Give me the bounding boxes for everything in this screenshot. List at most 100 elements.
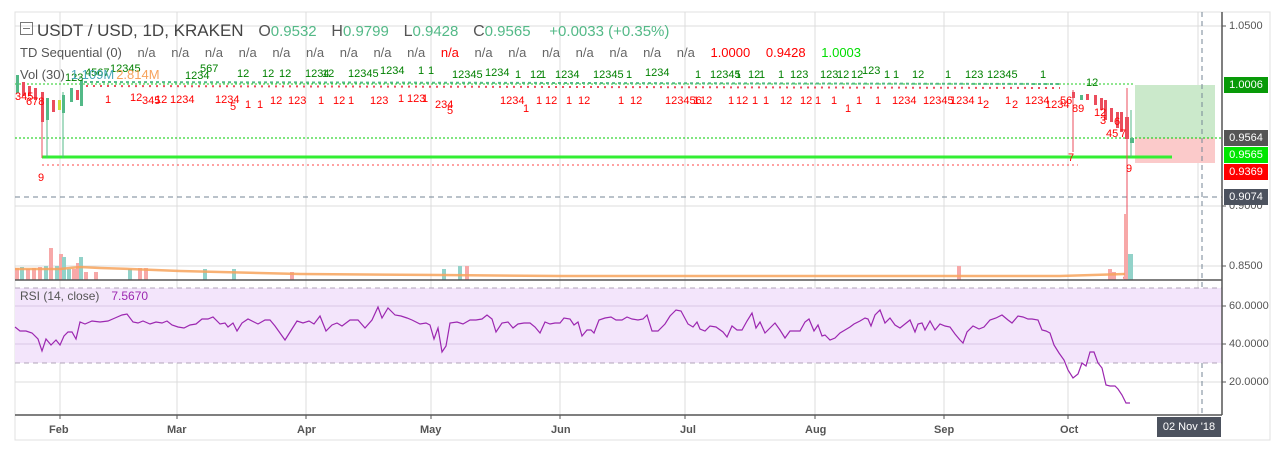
svg-text:1: 1 [626, 69, 632, 81]
td-value-support: 0.9428 [765, 45, 806, 60]
svg-text:1: 1 [845, 103, 851, 115]
svg-text:1: 1 [856, 95, 862, 107]
svg-text:12: 12 [748, 69, 760, 81]
svg-text:12: 12 [155, 94, 167, 106]
svg-text:2: 2 [983, 99, 989, 111]
td-value: n/a [137, 45, 156, 60]
svg-text:123: 123 [790, 69, 808, 81]
svg-text:1234: 1234 [645, 67, 669, 79]
change-value: +0.0033 (+0.35%) [549, 23, 670, 40]
open-label: O [258, 23, 271, 40]
td-sequential-legend[interactable]: TD Sequential (0) n/a n/a n/a n/a n/a n/… [20, 45, 861, 60]
td-value: n/a [339, 45, 358, 60]
svg-text:12: 12 [262, 68, 274, 80]
collapse-icon[interactable] [20, 22, 33, 35]
td-value: n/a [407, 45, 426, 60]
svg-text:1: 1 [945, 69, 951, 81]
svg-text:123: 123 [370, 95, 388, 107]
volume-legend[interactable]: Vol (30) 1.109M 2.814M [20, 67, 160, 82]
svg-text:12345: 12345 [348, 68, 379, 80]
svg-text:1: 1 [977, 95, 983, 107]
svg-text:12: 12 [322, 68, 334, 80]
svg-text:12: 12 [530, 69, 542, 81]
price-candle-band [83, 81, 1061, 89]
svg-text:678: 678 [26, 96, 44, 108]
td-value: n/a [643, 45, 662, 60]
td-value: n/a [474, 45, 493, 60]
svg-text:12345: 12345 [110, 63, 141, 75]
svg-text:1: 1 [1040, 69, 1046, 81]
svg-text:9: 9 [38, 172, 44, 184]
svg-text:1: 1 [348, 95, 354, 107]
svg-text:56: 56 [1060, 95, 1072, 107]
svg-text:1: 1 [759, 69, 765, 81]
td-value: n/a [575, 45, 594, 60]
svg-text:89: 89 [1072, 103, 1084, 115]
svg-text:12: 12 [545, 95, 557, 107]
svg-text:234: 234 [435, 99, 453, 111]
svg-text:1: 1 [778, 69, 784, 81]
svg-text:12: 12 [780, 95, 792, 107]
svg-text:12: 12 [270, 95, 282, 107]
close-value: 0.9565 [484, 23, 531, 40]
price-tick: 1.0500 [1229, 20, 1263, 32]
open-value: 0.9532 [270, 23, 317, 40]
month-label-mar: Mar [167, 424, 187, 436]
svg-text:12: 12 [130, 92, 142, 104]
svg-text:1: 1 [418, 65, 424, 77]
td-value: n/a [541, 45, 561, 60]
symbol-title[interactable]: USDT / USD, 1D, KRAKEN [37, 21, 244, 40]
svg-text:1234: 1234 [305, 68, 329, 80]
svg-text:1: 1 [695, 69, 701, 81]
svg-text:1: 1 [1005, 95, 1011, 107]
svg-text:12: 12 [700, 95, 712, 107]
td-value: n/a [171, 45, 190, 60]
td-value-target: 1.0003 [821, 45, 862, 60]
td-sequential-label[interactable]: TD Sequential (0) [20, 45, 122, 60]
svg-text:9: 9 [1126, 163, 1132, 175]
rsi-tick: 40.0000 [1229, 338, 1269, 350]
svg-text:1234: 1234 [215, 94, 239, 106]
svg-text:567: 567 [200, 63, 218, 75]
svg-text:7: 7 [1120, 128, 1126, 140]
svg-text:1: 1 [618, 95, 624, 107]
svg-text:12: 12 [1094, 107, 1106, 119]
svg-text:12: 12 [1086, 77, 1098, 89]
svg-text:123: 123 [965, 69, 983, 81]
last-price-tag: 0.9564 [1224, 130, 1268, 146]
volume-label[interactable]: Vol (30) [20, 67, 65, 82]
svg-text:1: 1 [831, 95, 837, 107]
svg-text:1234: 1234 [500, 95, 524, 107]
svg-text:1: 1 [245, 99, 251, 111]
svg-text:3: 3 [1100, 115, 1106, 127]
svg-text:1: 1 [523, 103, 529, 115]
svg-text:12: 12 [237, 68, 249, 80]
rsi-legend[interactable]: RSI (14, close) 7.5670 [20, 289, 148, 303]
td-value: n/a [204, 45, 223, 60]
svg-text:1234: 1234 [950, 95, 974, 107]
svg-text:1: 1 [540, 69, 546, 81]
svg-text:12345: 12345 [710, 69, 741, 81]
svg-text:12: 12 [851, 69, 863, 81]
rsi-band [15, 288, 1222, 363]
td-value: n/a [238, 45, 257, 60]
volume-ma-line [15, 265, 1126, 278]
price-tick: 0.8500 [1229, 260, 1263, 272]
rsi-label[interactable]: RSI (14, close) [20, 289, 100, 303]
high-label: H [331, 23, 343, 40]
month-label-oct: Oct [1060, 424, 1079, 436]
svg-text:45: 45 [1106, 128, 1118, 140]
svg-text:1: 1 [536, 95, 542, 107]
svg-text:1: 1 [398, 93, 404, 105]
td-value: n/a [272, 45, 291, 60]
volume-value: 1.109M [70, 67, 115, 82]
price-candles [16, 75, 83, 158]
svg-text:1234: 1234 [1025, 95, 1049, 107]
svg-text:12: 12 [578, 95, 590, 107]
svg-text:12345: 12345 [452, 69, 483, 81]
low-value: 0.9428 [412, 23, 459, 40]
td-value: n/a [373, 45, 392, 60]
